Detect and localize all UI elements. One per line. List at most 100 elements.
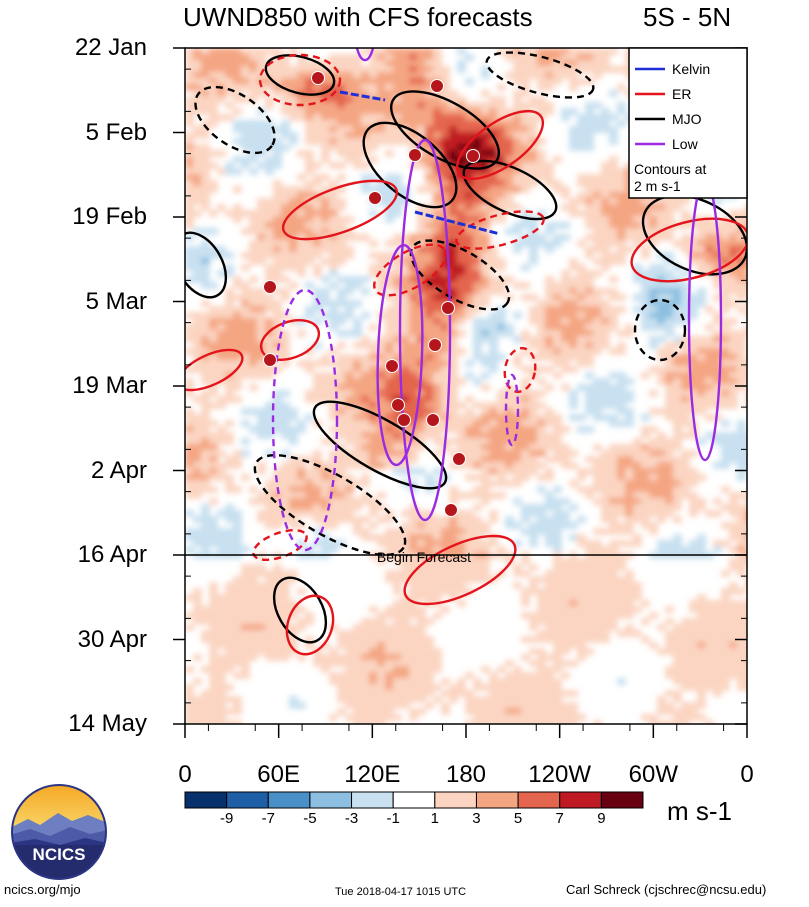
contour — [312, 400, 448, 490]
region-label: 5S - 5N — [643, 2, 732, 32]
colorbar-swatch — [267, 791, 311, 809]
colorbar-units: m s-1 — [667, 796, 732, 826]
colorbar-swatch — [517, 791, 561, 809]
kelvin-contour — [339, 90, 386, 102]
y-tick-label: 14 May — [68, 710, 147, 737]
contour — [398, 138, 452, 522]
event-marker — [441, 301, 455, 315]
colorbar-tick-label: 5 — [513, 810, 523, 827]
colorbar-tick-label: 1 — [430, 810, 439, 827]
x-tick-label: 60E — [257, 761, 301, 788]
event-marker — [408, 148, 422, 162]
y-tick-label: 22 Jan — [74, 34, 147, 61]
contour — [504, 373, 520, 447]
colorbar-tick-label: -5 — [303, 810, 317, 827]
x-tick-label: 120W — [528, 761, 592, 788]
colorbar-tick-label: -3 — [344, 810, 359, 827]
legend: Kelvin ER MJO Low Contours at2 m s-1 — [628, 47, 748, 199]
contour — [185, 231, 228, 299]
event-marker — [311, 71, 325, 85]
contour — [641, 194, 747, 276]
y-tick-label: 2 Apr — [90, 456, 147, 484]
contour — [633, 298, 687, 362]
colorbar-tick-label: -9 — [219, 810, 234, 827]
event-marker — [430, 79, 444, 93]
contour — [455, 210, 545, 250]
x-tick-label: 0 — [740, 761, 754, 788]
contour — [403, 534, 517, 606]
contour — [462, 159, 558, 221]
contour — [185, 348, 244, 392]
colorbar-swatch — [600, 791, 644, 809]
colorbar-swatch — [434, 791, 477, 809]
legend-label: Low — [672, 136, 699, 152]
event-marker — [263, 280, 277, 294]
event-marker — [452, 452, 466, 466]
contour — [355, 48, 375, 62]
kelvin-contour — [414, 210, 501, 236]
footer-author: Carl Schreck (cjschrec@ncsu.edu) — [566, 882, 767, 897]
event-marker — [263, 353, 277, 367]
colorbar-swatch — [559, 791, 602, 809]
forecast-label: Begin Forecast — [377, 549, 471, 565]
colorbar-tick-label: 9 — [597, 810, 606, 827]
legend-note: Contours at — [634, 161, 706, 177]
y-tick-label: 5 Mar — [85, 287, 147, 315]
colorbar-swatch — [309, 791, 353, 809]
colorbar-tick-label: -7 — [261, 810, 275, 827]
legend-box — [628, 47, 748, 199]
legend-label: Kelvin — [672, 61, 710, 77]
contour — [272, 576, 328, 644]
x-tick-label: 60W — [628, 761, 679, 788]
y-tick-label: 30 Apr — [77, 625, 147, 653]
colorbar — [184, 791, 644, 809]
colorbar-tick-label: 3 — [472, 810, 481, 827]
event-marker — [385, 359, 399, 373]
contour — [409, 239, 511, 311]
contour — [264, 54, 336, 96]
event-marker — [428, 338, 442, 352]
y-tick-label: 16 Apr — [77, 541, 147, 568]
colorbar-swatch — [392, 791, 436, 809]
colorbar-swatch — [184, 791, 228, 809]
contour — [485, 51, 595, 99]
contour — [281, 179, 399, 241]
colorbar-swatch — [475, 791, 519, 809]
contour — [389, 90, 501, 170]
x-tick-label: 120E — [344, 761, 401, 788]
contour — [630, 217, 747, 283]
y-tick-label: 5 Feb — [85, 118, 147, 146]
chart-title: UWND850 with CFS forecasts — [183, 2, 533, 32]
x-tick-label: 0 — [178, 761, 192, 788]
colorbar-swatch — [226, 791, 269, 809]
colorbar-swatch — [351, 791, 394, 809]
contour — [455, 109, 545, 181]
contour — [373, 243, 447, 297]
legend-note: 2 m s-1 — [634, 178, 681, 194]
footer-timestamp: Tue 2018-04-17 1015 UTC — [335, 886, 467, 898]
contour — [194, 85, 276, 155]
y-tick-label: 19 Feb — [72, 203, 147, 230]
event-marker — [391, 398, 405, 412]
event-marker — [466, 149, 480, 163]
event-marker — [368, 191, 382, 205]
ncics-logo: NCICS — [10, 783, 108, 881]
legend-label: MJO — [672, 111, 702, 127]
x-tick-label: 180 — [445, 761, 487, 788]
event-marker — [444, 503, 458, 517]
contour — [503, 346, 537, 394]
y-tick-label: 19 Mar — [72, 372, 147, 399]
filtered-contours — [185, 48, 747, 656]
event-marker — [426, 413, 440, 427]
contour — [376, 243, 424, 467]
contour — [285, 594, 335, 656]
contour — [253, 453, 407, 557]
colorbar-tick-label: -1 — [386, 810, 400, 827]
colorbar-tick-label: 7 — [555, 810, 564, 827]
event-marker — [397, 413, 411, 427]
footer-url: ncics.org/mjo — [4, 882, 81, 897]
contour — [258, 53, 342, 107]
contour — [271, 288, 339, 552]
legend-label: ER — [672, 86, 691, 102]
